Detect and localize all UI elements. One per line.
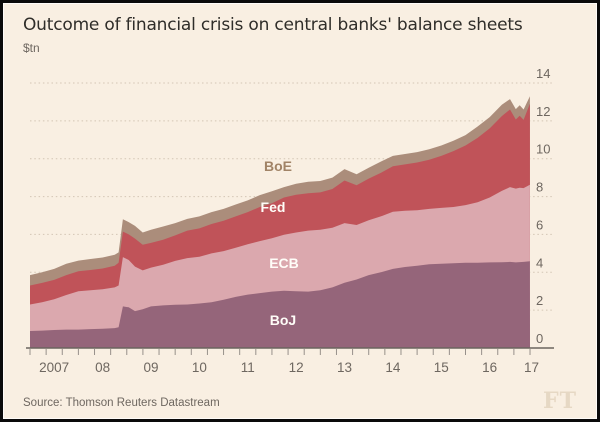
series-label-boj: BoJ	[270, 312, 296, 328]
y-axis-label: 12	[536, 104, 550, 119]
x-axis-label: 2007	[39, 360, 69, 375]
y-axis-label: 2	[536, 293, 543, 308]
x-axis-label: 11	[241, 360, 255, 375]
series-label-fed: Fed	[261, 199, 286, 215]
y-axis-label: 6	[536, 217, 543, 232]
series-label-ecb: ECB	[269, 255, 299, 271]
series-label-boe: BoE	[264, 158, 292, 174]
source-note: Source: Thomson Reuters Datastream	[23, 397, 220, 409]
stacked-area-chart: 2007 08 09 10 11 12 13 14 15 16 17 0 2 4 6 8 10 12 14 BoJ EC…	[26, 66, 554, 375]
y-axis-label: 10	[536, 142, 550, 157]
y-axis-label: 14	[536, 66, 550, 81]
x-axis-label: 16	[482, 360, 497, 375]
chart-title: Outcome of financial crisis on central b…	[23, 15, 523, 35]
x-axis-label: 12	[289, 360, 304, 375]
x-axis-label: 13	[337, 360, 352, 375]
x-axis-label: 09	[143, 360, 158, 375]
y-axis-label: 0	[536, 331, 543, 346]
x-axis-label: 08	[95, 360, 110, 375]
x-axis-label: 14	[385, 360, 401, 375]
x-axis-label: 10	[192, 360, 207, 375]
y-axis-label: 8	[536, 180, 543, 195]
chart-units: $tn	[23, 41, 40, 55]
x-axis-label: 15	[434, 360, 449, 375]
area-boj	[30, 261, 530, 348]
y-axis-label: 4	[536, 255, 543, 270]
x-axis-label: 17	[524, 360, 539, 375]
ft-logo: FT	[543, 388, 577, 414]
